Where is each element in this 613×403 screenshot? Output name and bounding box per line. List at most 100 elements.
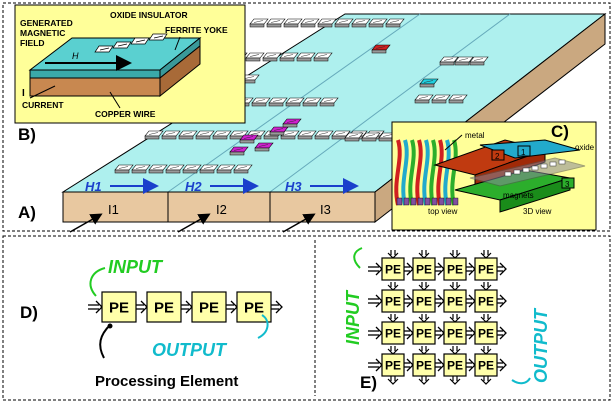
nanomagnet-50 bbox=[182, 164, 202, 174]
label-oxide-insulator: OXIDE INSULATOR bbox=[110, 10, 188, 20]
nanomagnet-49 bbox=[165, 164, 185, 174]
e-pe-3-0: PE bbox=[381, 353, 405, 377]
e-output-curve bbox=[511, 377, 531, 385]
nanomagnet-14 bbox=[296, 52, 316, 62]
e-right-arrow-1-1-head bbox=[437, 294, 445, 308]
wire-number-2: 2 bbox=[495, 152, 500, 161]
inset-c-magnet-6 bbox=[558, 159, 566, 165]
e-pe-0-0-label: PE bbox=[385, 262, 401, 276]
e-pe-0-2: PE bbox=[443, 257, 467, 281]
top-view-magnet-7 bbox=[445, 197, 452, 206]
nanomagnet-33 bbox=[161, 130, 181, 140]
e-pe-0-0: PE bbox=[381, 257, 405, 281]
nanomagnet-12 bbox=[262, 52, 282, 62]
e-right-arrow-0-0-head bbox=[406, 262, 414, 276]
pe-chain: PE PE PE PE bbox=[88, 291, 283, 323]
nanomagnet-magenta-2 bbox=[269, 126, 289, 136]
inset-c: 1 2 3 metal oxide magnets top view 3D vi… bbox=[391, 121, 597, 231]
label-metal: metal bbox=[465, 131, 485, 140]
e-pe-2-3-label: PE bbox=[478, 326, 494, 340]
e-bottom-arrow-0-head bbox=[387, 378, 399, 385]
nanomagnet-42 bbox=[314, 130, 334, 140]
d-pe-1-label: PE bbox=[154, 299, 174, 316]
nanomagnet-37 bbox=[229, 130, 249, 140]
e-bottom-arrow-3-head bbox=[480, 378, 492, 385]
e-right-arrow-2-1-head bbox=[437, 326, 445, 340]
inset-c-magnet-3 bbox=[531, 165, 539, 171]
e-down-arrow-0-1-head bbox=[418, 252, 430, 259]
nanomagnet-25 bbox=[268, 97, 288, 107]
e-down-arrow-1-3-head bbox=[480, 284, 492, 291]
nanomagnet-0 bbox=[249, 18, 269, 28]
e-down-arrow-2-1-head bbox=[418, 316, 430, 323]
top-view-magnet-5 bbox=[431, 197, 438, 206]
e-pe-3-3: PE bbox=[474, 353, 498, 377]
nanomagnet-36 bbox=[212, 130, 232, 140]
inset-c-magnets bbox=[504, 159, 566, 177]
label-current: CURRENT bbox=[22, 100, 64, 110]
processing-element-caption: Processing Element bbox=[95, 373, 238, 390]
nanomagnet-2 bbox=[283, 18, 303, 28]
e-down-arrow-0-3-head bbox=[480, 252, 492, 259]
e-down-arrow-1-0-head bbox=[387, 284, 399, 291]
current-arrow-i3 bbox=[282, 213, 316, 233]
inset-b-magnet-2 bbox=[130, 37, 150, 45]
field-label-h1: H1 bbox=[85, 179, 102, 194]
nanomagnet-51 bbox=[199, 164, 219, 174]
e-right-arrow-2-3-head bbox=[499, 326, 507, 340]
nanomagnet-31 bbox=[448, 94, 468, 104]
e-down-arrow-3-3-head bbox=[480, 348, 492, 355]
nanomagnet-55 bbox=[361, 132, 381, 142]
badge-wire-2 bbox=[491, 149, 505, 161]
field-label-h2: H2 bbox=[185, 179, 202, 194]
label-top-view: top view bbox=[428, 207, 458, 216]
nanomagnet-13 bbox=[279, 52, 299, 62]
e-pe-3-1-label: PE bbox=[416, 358, 432, 372]
d-pe-2-label: PE bbox=[199, 299, 219, 316]
ferrite-yoke-pointer bbox=[174, 36, 181, 51]
nanomagnet-magenta-1 bbox=[254, 142, 274, 152]
d-output-label: OUTPUT bbox=[152, 340, 228, 360]
d-input-curve bbox=[89, 267, 106, 297]
e-down-arrow-1-1-head bbox=[418, 284, 430, 291]
d-input-label: INPUT bbox=[108, 257, 164, 277]
e-in-arrow-3-head bbox=[375, 358, 383, 372]
top-view-magnet-6 bbox=[438, 197, 445, 206]
e-down-arrow-0-0-head bbox=[387, 252, 399, 259]
nanomagnet-8 bbox=[385, 18, 405, 28]
d-pe-3-label: PE bbox=[244, 299, 264, 316]
inset-c-magnet-1 bbox=[513, 169, 521, 175]
top-panel-border bbox=[2, 2, 611, 232]
nanomagnet-15 bbox=[313, 52, 333, 62]
nanomagnet-magenta-4 bbox=[229, 146, 249, 156]
label-oxide: oxide bbox=[575, 143, 595, 152]
e-pe-1-0: PE bbox=[381, 289, 405, 313]
inset-b-magnet-1 bbox=[112, 41, 132, 49]
current-label-i3: I3 bbox=[320, 202, 331, 217]
d-pe-2: PE bbox=[191, 291, 227, 323]
nanomagnet-red bbox=[371, 44, 391, 54]
e-pe-1-1-label: PE bbox=[416, 294, 432, 308]
e-right-arrow-3-1-head bbox=[437, 358, 445, 372]
pe-grid: PE PE PE PE PE PE PE PE PE PE PE PE PE PE PE PE bbox=[368, 250, 507, 385]
nanomagnet-52 bbox=[216, 164, 236, 174]
label-c: C) bbox=[551, 122, 569, 141]
e-down-arrow-3-0-head bbox=[387, 348, 399, 355]
e-right-arrow-3-3-head bbox=[499, 358, 507, 372]
nanomagnet-1 bbox=[266, 18, 286, 28]
e-right-arrow-0-1-head bbox=[437, 262, 445, 276]
current-arrow-i2 bbox=[177, 213, 211, 233]
inset-c-magnet-0 bbox=[504, 171, 512, 177]
inset-c-magnet-4 bbox=[540, 163, 548, 169]
label-generated: GENERATED bbox=[20, 18, 73, 28]
top-view-magnet-3 bbox=[417, 197, 424, 206]
e-pe-1-0-label: PE bbox=[385, 294, 401, 308]
e-pe-2-1: PE bbox=[412, 321, 436, 345]
inset-b: H GENERATED MAGNETIC FIELD OXIDE INSULAT… bbox=[14, 4, 246, 124]
inset-b-h-symbol: H bbox=[72, 51, 79, 61]
inset-b-magnet-0 bbox=[94, 45, 114, 53]
label-magnetic: MAGNETIC bbox=[20, 28, 65, 38]
bottom-panel-border bbox=[2, 235, 611, 401]
copper-wire-side bbox=[159, 44, 201, 98]
